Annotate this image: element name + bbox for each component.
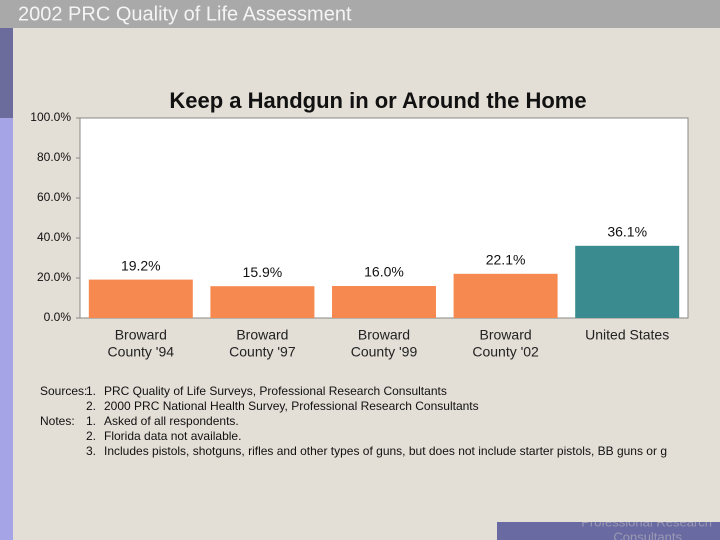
footnote-number: 2. bbox=[86, 429, 96, 443]
header-bar bbox=[0, 0, 720, 28]
x-tick-label: County '02 bbox=[472, 344, 539, 360]
footnotes: Sources:1. PRC Quality of Life Surveys, P… bbox=[40, 384, 667, 458]
footnote-number: 1. bbox=[86, 384, 96, 398]
bar bbox=[453, 273, 558, 318]
bar bbox=[575, 245, 680, 318]
value-label: 16.0% bbox=[364, 264, 404, 280]
footnote-number: 3. bbox=[86, 444, 96, 458]
bar bbox=[210, 286, 315, 318]
x-tick-label: Broward bbox=[236, 327, 288, 343]
footer-text: Consultants bbox=[613, 529, 682, 540]
chart-title: Keep a Handgun in or Around the Home bbox=[169, 88, 586, 113]
footer-box bbox=[497, 522, 720, 540]
side-stripe-dark bbox=[0, 28, 13, 118]
y-tick-label: 0.0% bbox=[44, 310, 72, 324]
y-tick-label: 60.0% bbox=[37, 190, 71, 204]
value-label: 15.9% bbox=[243, 264, 283, 280]
bar bbox=[88, 279, 193, 318]
y-tick-label: 100.0% bbox=[30, 110, 71, 124]
footer-text: Professional Research bbox=[581, 514, 712, 529]
value-label: 22.1% bbox=[486, 252, 526, 268]
x-tick-label: United States bbox=[585, 327, 669, 343]
footnote-label: Sources: bbox=[40, 384, 87, 398]
footnote-text: Includes pistols, shotguns, rifles and o… bbox=[104, 444, 667, 458]
footnote-text: Florida data not available. bbox=[104, 429, 241, 443]
footnote-number: 2. bbox=[86, 399, 96, 413]
value-label: 19.2% bbox=[121, 257, 161, 273]
x-tick-label: County '97 bbox=[229, 344, 296, 360]
value-label: 36.1% bbox=[607, 224, 647, 240]
footnote-number: 1. bbox=[86, 414, 96, 428]
bar bbox=[332, 286, 436, 318]
x-tick-label: Broward bbox=[358, 327, 410, 343]
side-stripe-light bbox=[0, 118, 13, 540]
y-tick-label: 40.0% bbox=[37, 230, 71, 244]
footnote-text: 2000 PRC National Health Survey, Profess… bbox=[104, 399, 479, 413]
footnote-text: Asked of all respondents. bbox=[104, 414, 239, 428]
x-tick-label: County '94 bbox=[108, 344, 175, 360]
footnote-label: Notes: bbox=[40, 414, 75, 428]
x-tick-label: Broward bbox=[480, 327, 532, 343]
y-tick-label: 80.0% bbox=[37, 150, 71, 164]
header-title: 2002 PRC Quality of Life Assessment bbox=[18, 3, 352, 25]
x-tick-label: Broward bbox=[115, 327, 167, 343]
footnote-text: PRC Quality of Life Surveys, Professiona… bbox=[104, 384, 447, 398]
x-tick-label: County '99 bbox=[351, 344, 418, 360]
y-tick-label: 20.0% bbox=[37, 270, 71, 284]
